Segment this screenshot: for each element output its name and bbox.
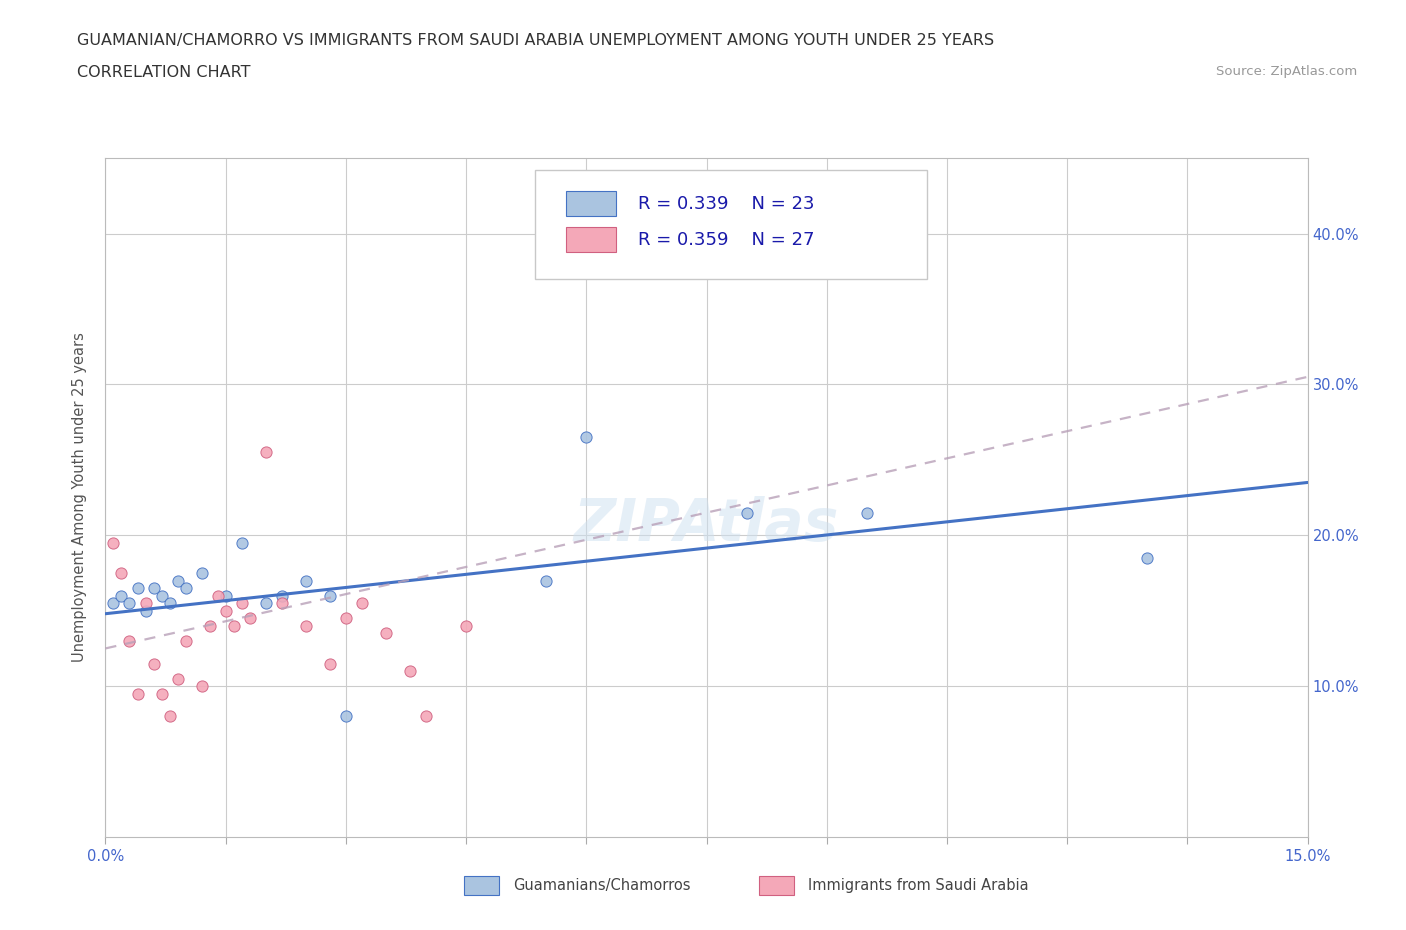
Point (350, 596, 373, 611)
Point (135, 596, 157, 611)
Point (214, 588, 236, 603)
Text: R = 0.339    N = 23: R = 0.339 N = 23 (638, 194, 814, 213)
Point (855, 505, 877, 520)
Point (231, 536, 253, 551)
Text: Immigrants from Saudi Arabia: Immigrants from Saudi Arabia (808, 878, 1029, 893)
Point (118, 596, 141, 611)
Text: Source: ZipAtlas.com: Source: ZipAtlas.com (1216, 65, 1357, 78)
Point (207, 588, 229, 603)
Point (254, 596, 277, 611)
FancyBboxPatch shape (565, 227, 616, 252)
Point (142, 580, 165, 595)
Point (135, 604, 157, 618)
Point (103, 536, 125, 551)
Point (254, 445, 277, 459)
Point (319, 588, 342, 603)
Point (231, 596, 253, 611)
Point (159, 709, 181, 724)
Point (415, 709, 437, 724)
Text: R = 0.359    N = 27: R = 0.359 N = 27 (638, 231, 814, 248)
Point (534, 573, 557, 588)
FancyBboxPatch shape (534, 169, 927, 279)
Point (150, 686, 173, 701)
Point (214, 604, 236, 618)
Point (335, 611, 357, 626)
FancyBboxPatch shape (759, 876, 794, 895)
Point (239, 611, 262, 626)
Point (295, 573, 318, 588)
Point (142, 656, 165, 671)
Point (118, 633, 141, 648)
Point (127, 686, 149, 701)
Point (399, 664, 422, 679)
Point (335, 709, 357, 724)
Point (190, 679, 212, 694)
Point (270, 588, 292, 603)
Text: GUAMANIAN/CHAMORRO VS IMMIGRANTS FROM SAUDI ARABIA UNEMPLOYMENT AMONG YOUTH UNDE: GUAMANIAN/CHAMORRO VS IMMIGRANTS FROM SA… (77, 33, 994, 47)
Point (159, 596, 181, 611)
Point (374, 626, 398, 641)
Point (454, 618, 477, 633)
Text: CORRELATION CHART: CORRELATION CHART (77, 65, 250, 80)
Point (1136, 551, 1159, 565)
Point (174, 633, 197, 648)
Text: Guamanians/Chamorros: Guamanians/Chamorros (513, 878, 690, 893)
Text: ZIPAtlas: ZIPAtlas (574, 497, 839, 553)
Point (222, 618, 245, 633)
Point (103, 596, 125, 611)
Point (319, 656, 342, 671)
Point (150, 588, 173, 603)
Point (110, 588, 132, 603)
Point (127, 580, 149, 595)
Point (174, 580, 197, 595)
Point (198, 618, 221, 633)
Point (270, 596, 292, 611)
Point (295, 618, 318, 633)
Point (575, 430, 598, 445)
FancyBboxPatch shape (464, 876, 499, 895)
FancyBboxPatch shape (565, 191, 616, 217)
Point (166, 671, 188, 686)
Point (735, 505, 758, 520)
Y-axis label: Unemployment Among Youth under 25 years: Unemployment Among Youth under 25 years (72, 333, 87, 662)
Point (190, 565, 212, 580)
Point (166, 573, 188, 588)
Point (110, 565, 132, 580)
